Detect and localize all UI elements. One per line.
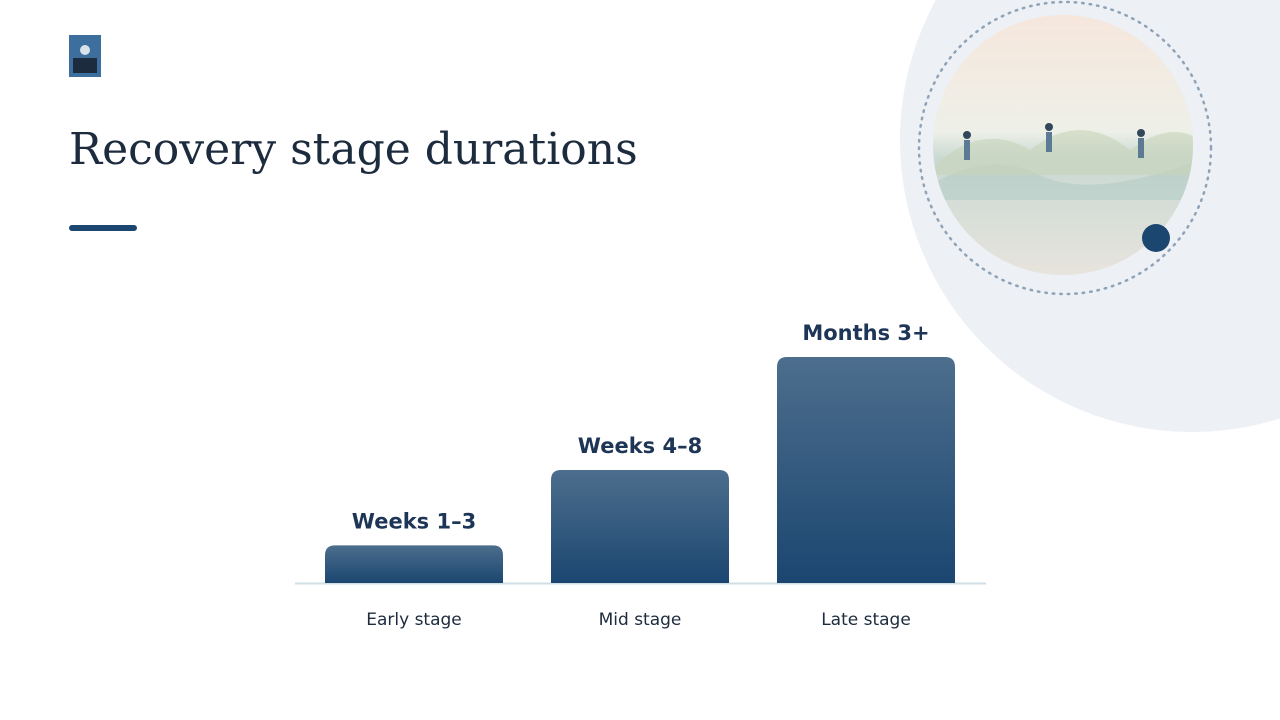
x-tick-label: Mid stage	[599, 610, 682, 630]
dotted-ring	[917, 0, 1213, 296]
value-label: Months 3+	[802, 321, 929, 345]
title-accent	[69, 225, 137, 231]
bar	[777, 357, 955, 583]
bar	[551, 470, 729, 583]
x-tick-label: Late stage	[821, 610, 911, 630]
slide-title: Recovery stage durations	[69, 124, 638, 175]
value-label: Weeks 4–8	[578, 434, 702, 458]
value-label: Weeks 1–3	[352, 509, 476, 533]
decor-dot	[1142, 224, 1170, 252]
bar	[325, 545, 503, 583]
x-tick-label: Early stage	[366, 610, 462, 630]
logo	[69, 35, 101, 77]
